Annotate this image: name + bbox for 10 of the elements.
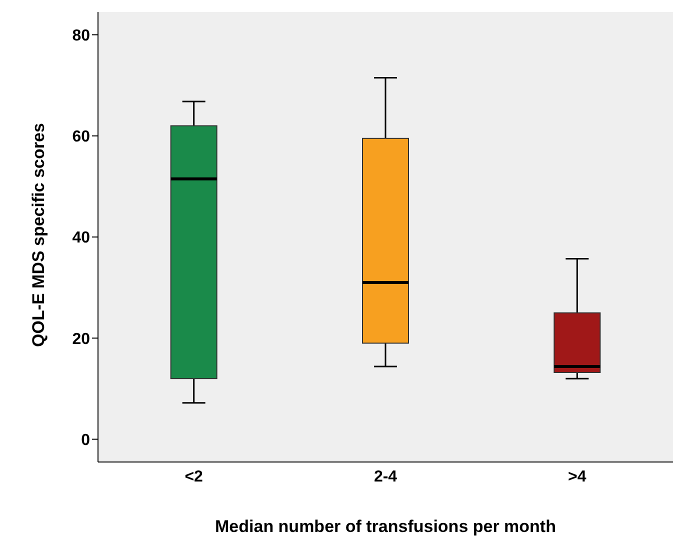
x-tick-label: <2 xyxy=(184,468,204,486)
x-tick-label: >4 xyxy=(568,468,586,486)
y-tick-label: 20 xyxy=(72,330,90,348)
y-tick-label: 60 xyxy=(72,128,90,146)
y-tick-label: 80 xyxy=(72,27,90,44)
x-tick-label: 2-4 xyxy=(374,468,398,486)
y-tick-label: 0 xyxy=(81,432,90,449)
y-tick-label: 40 xyxy=(72,230,90,247)
y-axis-title: QOL-E MDS specific scores xyxy=(29,123,48,347)
x-axis-title: Median number of transfusions per month xyxy=(215,517,556,536)
